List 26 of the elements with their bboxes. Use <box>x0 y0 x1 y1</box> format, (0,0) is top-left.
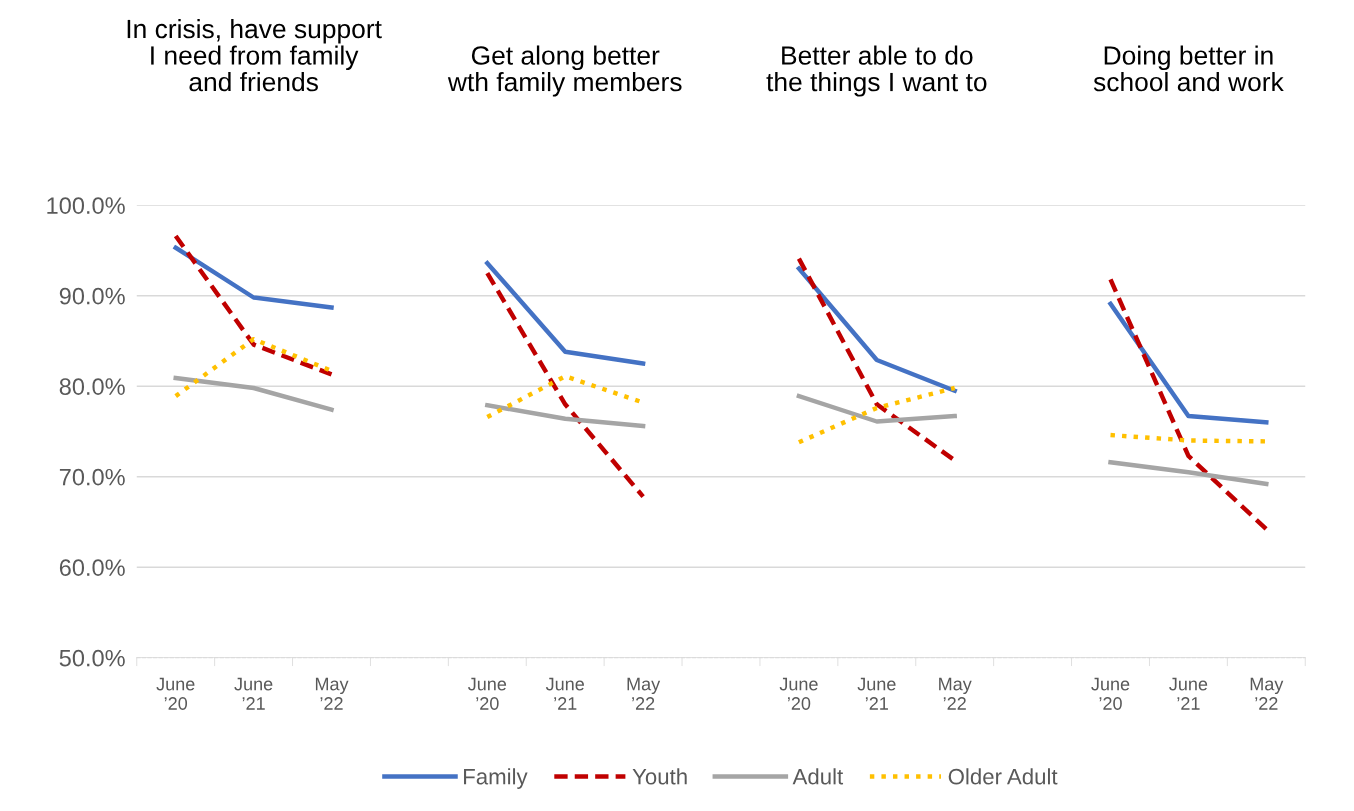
legend-label: Family <box>464 768 528 789</box>
x-tick-label: May ’22 <box>627 677 661 710</box>
legend-label: Youth <box>632 768 687 785</box>
text: Get along better wth family members <box>447 45 682 97</box>
x-tick-label: June ’20 <box>156 677 195 710</box>
x-tick-label: June ’21 <box>857 677 896 710</box>
y-tick-label: 70.0% <box>59 468 125 486</box>
y-tick-label: 90.0% <box>59 287 125 305</box>
x-tick-label: June ’20 <box>468 677 507 710</box>
x-tick-label: June ’20 <box>1091 677 1130 710</box>
y-tick-label: 50.0% <box>59 649 125 667</box>
y-tick-label: 80.0% <box>59 378 125 395</box>
y-tick-label: 100.0% <box>47 197 125 214</box>
text: Better able to do the things I want to <box>766 45 987 97</box>
x-tick-label: June ’20 <box>779 677 818 710</box>
legend-label: Adult <box>792 768 844 785</box>
text: In crisis, have support I need from family and friends <box>127 18 382 92</box>
y-tick-label: 60.0% <box>59 559 125 576</box>
text: Doing better in school and work <box>1093 45 1284 92</box>
x-tick-label: June ’21 <box>545 677 584 710</box>
x-tick-label: May ’22 <box>315 677 349 710</box>
x-tick-label: June ’21 <box>234 677 273 710</box>
x-tick-label: May ’22 <box>939 677 972 710</box>
x-tick-label: May ’22 <box>1250 677 1284 710</box>
x-tick-label: June ’21 <box>1169 677 1208 710</box>
legend-label: Older Adult <box>948 768 1058 785</box>
